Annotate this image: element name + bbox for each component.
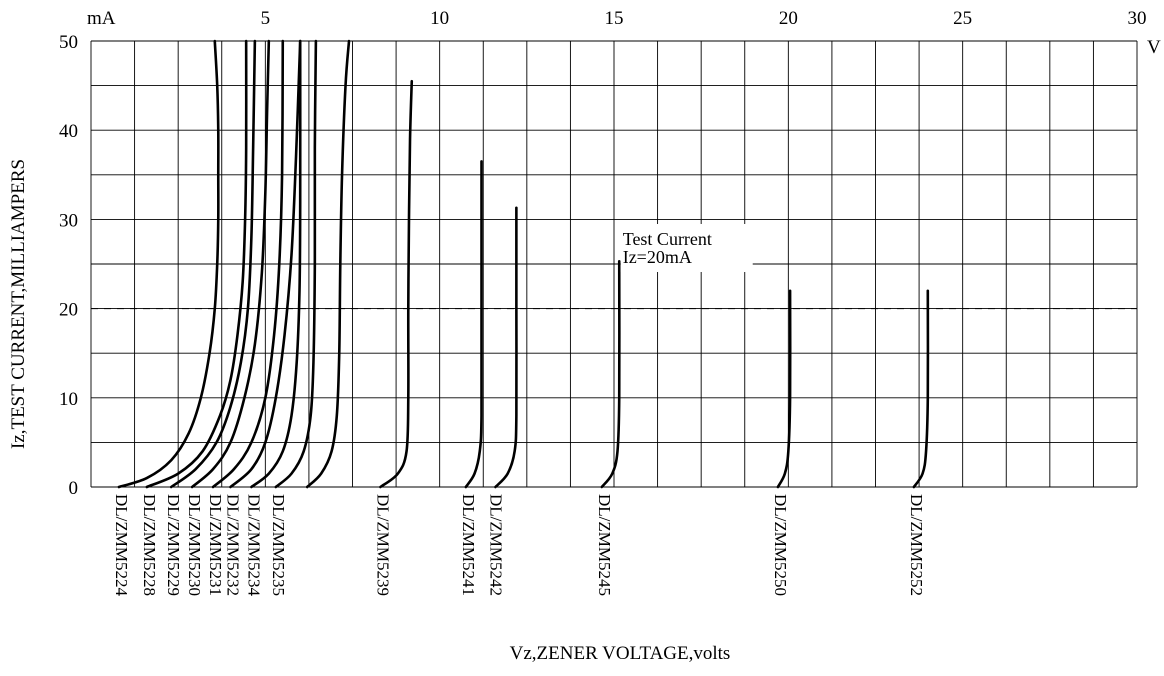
y-tick-label: 10: [59, 389, 78, 410]
series-label: DL/ZMM5230: [185, 494, 204, 596]
series-curve: [776, 289, 792, 489]
series-curve: [464, 160, 483, 489]
series-label: DL/ZMM5232: [223, 494, 242, 596]
test-current-annotation: Test Current Iz=20mA: [620, 224, 753, 272]
y-unit-label: mA: [87, 8, 116, 29]
series-curve: [117, 39, 220, 489]
series-curve: [600, 260, 621, 489]
series-curve: [145, 39, 248, 489]
series-labels: DL/ZMM5224 DL/ZMM5228 DL/ZMM5229 DL/ZMM5230…: [112, 494, 926, 597]
annotation-line-2: Iz=20mA: [623, 247, 692, 267]
series-curve: [912, 289, 930, 489]
series-label: DL/ZMM5241: [459, 494, 478, 596]
annotation-background: [620, 224, 753, 272]
series-label: DL/ZMM5239: [373, 494, 392, 596]
series-label: DL/ZMM5228: [140, 494, 159, 596]
series-curve: [305, 39, 351, 489]
x-axis-title: Vz,ZENER VOLTAGE,volts: [510, 643, 731, 664]
x-tick-label: 25: [953, 8, 972, 29]
annotation-line-1: Test Current: [623, 229, 712, 249]
series-label: DL/ZMM5231: [206, 494, 225, 596]
x-tick-labels: 5 10 15 20 25 30: [261, 8, 1147, 29]
series-label: DL/ZMM5252: [907, 494, 926, 596]
series-curve: [274, 39, 318, 489]
series-curve: [250, 39, 302, 489]
series-label: DL/ZMM5250: [771, 494, 790, 596]
x-tick-label: 20: [779, 8, 798, 29]
series-label: DL/ZMM5224: [112, 494, 131, 597]
y-tick-labels: 0 10 20 30 40 50: [59, 32, 78, 499]
series-label: DL/ZMM5245: [595, 494, 614, 596]
series-curve: [494, 206, 518, 489]
y-tick-label: 20: [59, 300, 78, 321]
series-curve: [379, 79, 414, 489]
x-unit-label: V: [1147, 37, 1161, 58]
series-label: DL/ZMM5242: [487, 494, 506, 596]
x-tick-label: 5: [261, 8, 271, 29]
series-curve: [211, 39, 285, 489]
series-label: DL/ZMM5235: [269, 494, 288, 596]
y-tick-label: 30: [59, 210, 78, 231]
y-tick-label: 40: [59, 121, 78, 142]
series-label: DL/ZMM5229: [164, 494, 183, 596]
x-tick-label: 30: [1128, 8, 1147, 29]
grid: [90, 40, 1138, 488]
y-tick-label: 0: [69, 478, 79, 499]
curves: [117, 39, 930, 489]
series-curve: [229, 39, 302, 489]
series-curve: [190, 39, 271, 489]
series-label: DL/ZMM5234: [244, 494, 263, 597]
series-curve: [169, 39, 257, 489]
x-tick-label: 10: [430, 8, 449, 29]
x-tick-label: 15: [605, 8, 624, 29]
y-axis-title: Iz,TEST CURRENT,MILLIAMPERS: [8, 159, 29, 449]
y-tick-label: 50: [59, 32, 78, 53]
